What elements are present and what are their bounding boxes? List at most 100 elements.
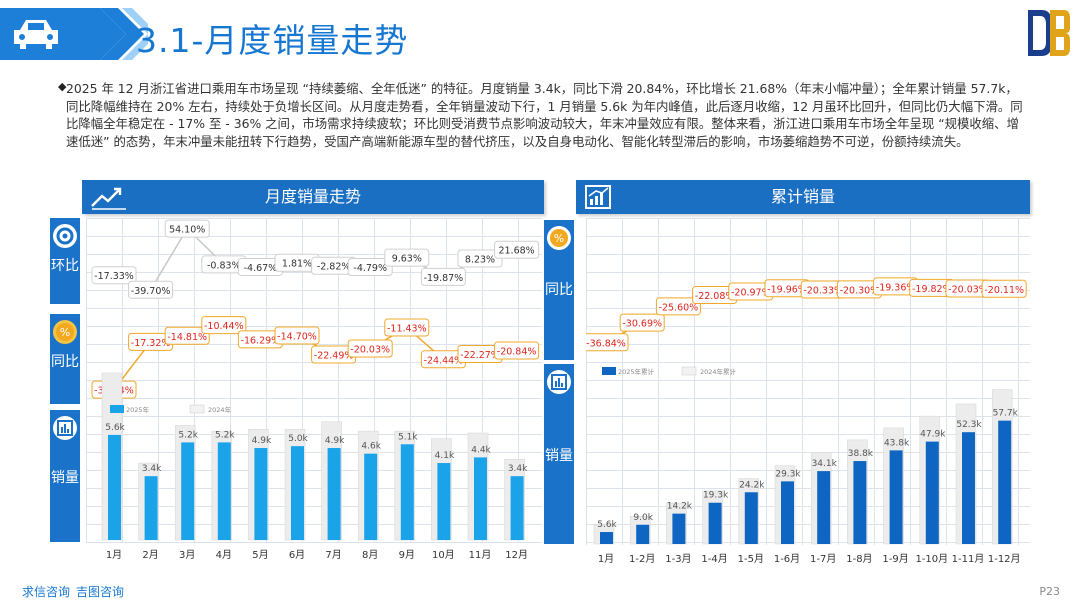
- mom-data-label: 54.10%: [169, 225, 205, 236]
- monthly-x-tick-label: 3月: [179, 549, 195, 561]
- footer-link-jitu[interactable]: 吉图咨询: [76, 585, 125, 599]
- monthly-bar-2025: [327, 448, 341, 540]
- monthly-bar-2025: [510, 476, 524, 540]
- cumulative-value-label: 47.9k: [920, 430, 946, 440]
- monthly-legend-swatch-2025: [110, 405, 124, 413]
- left-panel-title: 月度销量走势: [264, 187, 361, 206]
- side-tab-yoy-label: 同比: [51, 354, 79, 370]
- cum-yoy-data-label: -19.82%: [912, 284, 952, 295]
- monthly-bar-2025: [474, 457, 487, 540]
- right-charts-svg: -36.84% -30.69% -25.60%-22.08%-20.97%-19.9…: [586, 277, 1027, 565]
- yoy-label-box: [274, 326, 320, 345]
- cumulative-x-tick-label: 1-8月: [846, 553, 872, 565]
- cumulative-value-label: 14.2k: [667, 502, 693, 512]
- cum-yoy-data-label: -19.36%: [876, 282, 916, 293]
- yoy-label-box: [347, 339, 393, 358]
- monthly-bar-2025: [364, 453, 378, 540]
- cumulative-bar-2025: [708, 502, 722, 544]
- cum-yoy-data-label: -20.33%: [803, 285, 843, 296]
- side-tab-sales-label: 销量: [51, 470, 79, 486]
- brand-logo: [1024, 8, 1072, 58]
- cumulative-legend-swatch-2024: [681, 366, 697, 376]
- monthly-x-tick-label: 1月: [106, 549, 122, 561]
- side-tab-yoy: % 同比: [50, 314, 80, 404]
- cumulative-x-tick-label: 1-9月: [882, 553, 908, 565]
- left-charts-svg: -17.33% -39.70% 54.10% -0.83% -4.67% 1.81% -2.…: [91, 219, 540, 561]
- cumulative-bar-2025: [998, 420, 1012, 544]
- monthly-bar-2025: [181, 442, 195, 540]
- monthly-bar-2025: [217, 442, 231, 540]
- cumulative-value-label: 9.0k: [633, 513, 653, 523]
- cum-yoy-data-label: -20.30%: [840, 285, 880, 296]
- yoy-label-box: [201, 316, 247, 335]
- footer-link-qiuxin[interactable]: 求信咨询: [22, 585, 71, 599]
- cumulative-bar-2025: [672, 513, 686, 544]
- mom-label-box: [128, 280, 174, 299]
- monthly-legend-2025: 2025年: [126, 405, 150, 414]
- mom-label-box: [91, 266, 137, 285]
- monthly-x-tick-label: 5月: [252, 549, 268, 561]
- mom-label-box: [347, 258, 393, 277]
- mom-data-label: -2.82%: [317, 262, 351, 273]
- monthly-bar-2025: [291, 446, 304, 540]
- right-panel-header: 累计销量: [576, 180, 1030, 214]
- bullet-icon: ◆: [58, 80, 67, 93]
- mom-label-box: [164, 219, 210, 238]
- monthly-bar-2025: [144, 476, 158, 540]
- yoy-label-box: [384, 318, 430, 337]
- mom-data-label: -19.87%: [424, 273, 464, 284]
- monthly-legend-swatch-2024: [189, 404, 205, 414]
- cum-yoy-data-label: -20.11%: [984, 285, 1024, 296]
- cum-yoy-data-label: -22.08%: [695, 291, 735, 302]
- yoy-data-label: -20.03%: [350, 345, 390, 356]
- mom-label-box: [494, 240, 540, 259]
- yoy-data-label: -17.32%: [131, 338, 171, 349]
- mom-data-label: -4.67%: [244, 263, 278, 274]
- monthly-value-label: 3.4k: [508, 464, 528, 474]
- cumulative-bar-2025: [962, 432, 975, 544]
- cum-yoy-label-box: [586, 333, 629, 352]
- right-side-tab-yoy-label: 同比: [545, 282, 573, 298]
- yoy-data-label: -20.84%: [497, 346, 537, 357]
- cumulative-bar-2025: [600, 532, 613, 544]
- monthly-value-label: 5.1k: [398, 432, 418, 442]
- monthly-x-tick-label: 4月: [216, 549, 232, 561]
- cumulative-x-tick-label: 1-12月: [988, 553, 1021, 565]
- cumulative-x-tick-label: 1-10月: [915, 553, 948, 565]
- cum-yoy-label-box: [981, 279, 1027, 298]
- monthly-value-label: 4.1k: [435, 451, 455, 461]
- yoy-data-label: -22.27%: [460, 350, 500, 361]
- cumulative-value-label: 5.6k: [597, 520, 617, 530]
- monthly-value-label: 4.9k: [252, 436, 272, 446]
- cumulative-x-tick-label: 1-11月: [952, 553, 985, 565]
- monthly-value-label: 5.2k: [215, 430, 235, 440]
- monthly-bar-2025: [254, 448, 268, 540]
- mom-data-label: -0.83%: [207, 260, 241, 271]
- cumulative-legend-2025: 2025年累计: [618, 367, 655, 376]
- monthly-legend-2024: 2024年: [208, 405, 232, 414]
- header: 3.1-月度销量走势: [0, 0, 1080, 66]
- monthly-value-label: 5.2k: [178, 430, 198, 440]
- cumulative-bar-2025: [781, 481, 794, 544]
- monthly-x-tick-label: 2月: [142, 549, 158, 561]
- cumulative-x-tick-label: 1-7月: [810, 553, 836, 565]
- cumulative-value-label: 29.3k: [775, 469, 801, 479]
- monthly-x-tick-label: 6月: [289, 549, 305, 561]
- cumulative-bar-2025: [889, 450, 903, 544]
- car-icon: [14, 20, 58, 49]
- mom-data-label: 9.63%: [392, 254, 422, 265]
- monthly-x-tick-label: 8月: [362, 549, 378, 561]
- monthly-bar-2025: [437, 463, 451, 540]
- page-title: 3.1-月度销量走势: [136, 21, 409, 60]
- cum-yoy-data-label: -30.69%: [622, 319, 662, 330]
- yoy-data-label: -22.49%: [314, 351, 354, 362]
- cumulative-bar-2025: [636, 524, 650, 544]
- monthly-value-label: 4.6k: [361, 442, 381, 452]
- yoy-data-label: -14.81%: [167, 332, 207, 343]
- cumulative-bar-2025: [817, 471, 831, 544]
- monthly-x-tick-label: 9月: [399, 549, 415, 561]
- monthly-value-label: 5.0k: [288, 434, 308, 444]
- footer-links: 求信咨询 吉图咨询: [22, 583, 130, 600]
- cumulative-x-tick-label: 1-5月: [738, 553, 764, 565]
- monthly-value-label: 3.4k: [142, 464, 162, 474]
